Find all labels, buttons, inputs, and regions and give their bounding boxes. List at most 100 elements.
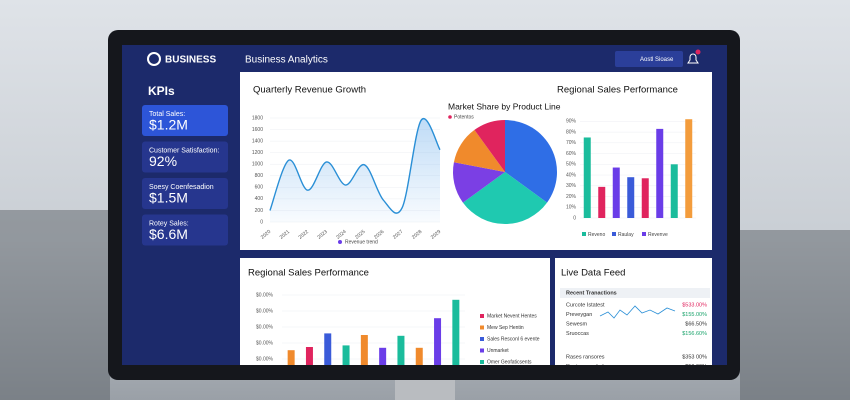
- line: [269, 117, 441, 214]
- y-tick-label: 1600: [252, 127, 263, 133]
- kpi-card: [142, 105, 228, 136]
- y-tick-label: 800: [255, 173, 264, 179]
- kpi-card: [142, 178, 228, 209]
- row-name: Sruoccas: [566, 331, 589, 337]
- y-tick-label: 20%: [566, 194, 577, 200]
- legend-label: Raulay: [618, 232, 634, 238]
- pie-slice: [505, 120, 558, 203]
- bar: [342, 345, 350, 365]
- legend-label: Market Nevent Hentes: [487, 313, 537, 319]
- panel: [240, 258, 550, 365]
- bar: [434, 318, 442, 365]
- x-tick-label: 2028: [411, 229, 424, 241]
- bar: [324, 333, 332, 365]
- x-tick-label: 2024: [335, 229, 348, 241]
- kpi-label: Soesy Coenfesadion: [149, 184, 214, 191]
- pie-slice: [453, 129, 505, 172]
- legend-swatch: [480, 337, 484, 341]
- blurred-office: [740, 230, 850, 400]
- x-tick-label: 2022: [298, 229, 311, 241]
- y-tick-label: 0: [573, 215, 576, 221]
- legend-label: Sales Resconl 6 evente: [487, 336, 540, 342]
- y-tick-label: $0.00%: [256, 308, 274, 314]
- y-tick-label: 10%: [566, 205, 577, 211]
- y-tick-label: 40%: [566, 172, 577, 178]
- kpi-value: $1.5M: [149, 190, 188, 206]
- y-tick-label: 30%: [566, 183, 577, 189]
- y-tick-label: 70%: [566, 140, 577, 146]
- pie-slice: [453, 162, 505, 203]
- y-tick-label: 1800: [252, 115, 263, 121]
- legend-swatch: [642, 232, 646, 236]
- account-button[interactable]: [615, 51, 683, 67]
- chart-title: Regional Sales Performance: [557, 85, 678, 96]
- legend-label: Mew Sep Hentin: [487, 325, 524, 331]
- kpi-value: 92%: [149, 153, 177, 169]
- blurred-office: [0, 210, 110, 400]
- chart-title: Quarterly Revenue Growth: [253, 85, 366, 96]
- row-name: Reatons matiotion: [566, 364, 610, 370]
- kpi-value: $6.6M: [149, 226, 188, 242]
- bar: [397, 335, 405, 365]
- legend-swatch: [582, 232, 586, 236]
- legend-label: Omer Geofaticsents: [487, 359, 532, 365]
- kpi-card: [142, 141, 228, 173]
- row-name: Curcote Istatest: [566, 302, 605, 308]
- bar: [305, 347, 313, 365]
- chart-title: Regional Sales Performance: [248, 268, 369, 279]
- kpi-label: Rotey Sales:: [149, 220, 189, 227]
- x-tick-label: 2027: [392, 229, 405, 241]
- page-title: Business Analytics: [245, 55, 328, 66]
- bar: [685, 119, 693, 218]
- legend-swatch: [448, 115, 452, 119]
- bar: [612, 167, 620, 218]
- row-name: Sewesm: [566, 321, 588, 327]
- kpi-label: Customer Satisfaction:: [149, 147, 219, 154]
- logo-icon: [147, 52, 161, 66]
- x-tick-label: 2029: [430, 229, 443, 241]
- screen: BUSINESS Business Analytics Aostl Sioase…: [122, 45, 727, 370]
- legend-swatch: [480, 360, 484, 364]
- row-name: Rases ransores: [566, 354, 605, 360]
- legend-swatch: [338, 240, 342, 244]
- legend-swatch: [480, 325, 484, 330]
- bar: [627, 177, 635, 218]
- y-tick-label: 60%: [566, 151, 577, 157]
- y-tick-label: 50%: [566, 162, 577, 168]
- y-tick-label: 200: [255, 208, 264, 214]
- chart-title: Market Share by Product Line: [448, 101, 561, 111]
- kpi-value: $1.2M: [149, 117, 188, 133]
- x-tick-label: 2021: [279, 229, 292, 241]
- y-tick-label: $0.00%: [256, 292, 274, 298]
- y-tick-label: 1200: [252, 150, 263, 156]
- row-amount: $533.00%: [682, 302, 707, 308]
- row-amount: $353 00%: [682, 354, 707, 360]
- pie-slice: [474, 120, 505, 172]
- kpi-label: Total Sales:: [149, 111, 185, 118]
- monitor-stand: [395, 378, 455, 400]
- sparkline: [599, 305, 676, 319]
- bar: [379, 347, 387, 365]
- table-header-bg: [560, 288, 710, 298]
- account-button-label[interactable]: Aostl Sioase: [640, 57, 674, 63]
- panel: [555, 258, 712, 365]
- legend-swatch: [480, 348, 484, 353]
- row-amount: $66.50%: [685, 321, 707, 327]
- legend-swatch: [612, 232, 616, 236]
- notification-badge: [695, 49, 701, 55]
- bar: [415, 347, 423, 365]
- bar: [452, 299, 460, 365]
- kpi-card: [142, 214, 228, 246]
- row-name: Preveygan: [566, 312, 592, 318]
- y-tick-label: 1000: [252, 162, 263, 168]
- bar: [583, 137, 591, 218]
- x-tick-label: 2020: [260, 229, 273, 241]
- row-amount: $50,00%: [685, 364, 707, 370]
- legend-label: Reveno: [588, 232, 605, 238]
- table-header: Recent Tranactions: [566, 290, 617, 296]
- notification-icon[interactable]: [687, 53, 699, 64]
- y-tick-label: 80%: [566, 129, 577, 135]
- y-tick-label: 600: [255, 185, 264, 191]
- legend-label: Potentos: [454, 114, 474, 120]
